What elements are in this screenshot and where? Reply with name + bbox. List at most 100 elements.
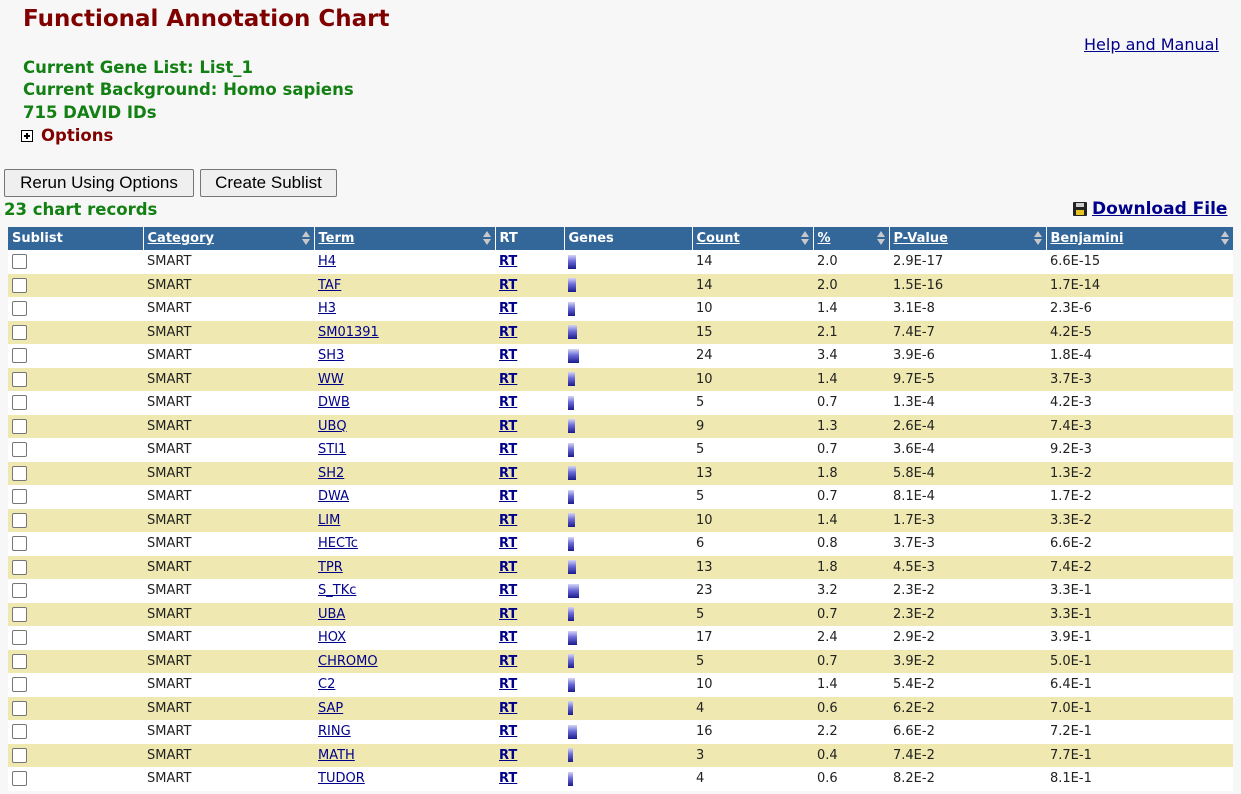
genes-bar-icon[interactable] xyxy=(568,654,574,669)
sort-arrows-icon[interactable] xyxy=(301,231,311,246)
sublist-checkbox[interactable] xyxy=(12,583,27,599)
genes-bar-icon[interactable] xyxy=(568,325,577,340)
rt-link[interactable]: RT xyxy=(499,324,518,340)
term-link[interactable]: H4 xyxy=(318,254,337,270)
genes-bar-icon[interactable] xyxy=(568,748,573,763)
term-link[interactable]: DWB xyxy=(318,395,350,411)
genes-bar-icon[interactable] xyxy=(568,560,576,575)
sublist-checkbox[interactable] xyxy=(12,653,27,669)
sort-arrows-icon[interactable] xyxy=(800,231,810,246)
genes-bar-icon[interactable] xyxy=(568,677,575,692)
term-link[interactable]: TAF xyxy=(318,277,342,293)
rt-link[interactable]: RT xyxy=(499,512,518,528)
header-benjamini[interactable]: Benjamini xyxy=(1045,227,1233,250)
term-link[interactable]: HOX xyxy=(318,630,347,646)
header-count[interactable]: Count xyxy=(691,227,813,250)
term-link[interactable]: MATH xyxy=(318,747,355,763)
rt-link[interactable]: RT xyxy=(499,771,518,787)
genes-bar-icon[interactable] xyxy=(568,701,573,716)
sublist-checkbox[interactable] xyxy=(12,254,27,270)
term-link[interactable]: TUDOR xyxy=(318,771,365,787)
term-link[interactable]: C2 xyxy=(318,677,336,693)
genes-bar-icon[interactable] xyxy=(568,419,575,434)
rt-link[interactable]: RT xyxy=(499,371,518,387)
genes-bar-icon[interactable] xyxy=(568,771,573,786)
sublist-checkbox[interactable] xyxy=(12,442,27,458)
sublist-checkbox[interactable] xyxy=(12,489,27,505)
sublist-checkbox[interactable] xyxy=(12,277,27,293)
rt-link[interactable]: RT xyxy=(499,606,518,622)
term-link[interactable]: S_TKc xyxy=(318,583,357,599)
term-link[interactable]: H3 xyxy=(318,301,337,317)
genes-bar-icon[interactable] xyxy=(568,583,579,598)
download-file-link[interactable]: Download File xyxy=(1073,199,1227,219)
rt-link[interactable]: RT xyxy=(499,747,518,763)
help-manual-link[interactable]: Help and Manual xyxy=(1084,35,1219,54)
term-link[interactable]: UBQ xyxy=(318,418,347,434)
sublist-checkbox[interactable] xyxy=(12,677,27,693)
sublist-checkbox[interactable] xyxy=(12,559,27,575)
term-link[interactable]: SH2 xyxy=(318,465,345,481)
rt-link[interactable]: RT xyxy=(499,700,518,716)
genes-bar-icon[interactable] xyxy=(568,372,575,387)
sublist-checkbox[interactable] xyxy=(12,395,27,411)
rt-link[interactable]: RT xyxy=(499,277,518,293)
rt-link[interactable]: RT xyxy=(499,301,518,317)
rt-link[interactable]: RT xyxy=(499,559,518,575)
header-category[interactable]: Category xyxy=(142,227,314,250)
genes-bar-icon[interactable] xyxy=(568,466,576,481)
sublist-checkbox[interactable] xyxy=(12,630,27,646)
rt-link[interactable]: RT xyxy=(499,677,518,693)
sublist-checkbox[interactable] xyxy=(12,747,27,763)
genes-bar-icon[interactable] xyxy=(568,442,574,457)
genes-bar-icon[interactable] xyxy=(568,278,576,293)
sublist-checkbox[interactable] xyxy=(12,301,27,317)
genes-bar-icon[interactable] xyxy=(568,395,574,410)
header-term[interactable]: Term xyxy=(313,227,495,250)
rerun-options-button[interactable]: Rerun Using Options xyxy=(4,169,194,197)
header-pvalue[interactable]: P-Value xyxy=(888,227,1046,250)
term-link[interactable]: STI1 xyxy=(318,442,347,458)
sort-arrows-icon[interactable] xyxy=(1033,231,1043,246)
create-sublist-button[interactable]: Create Sublist xyxy=(200,169,337,197)
sort-arrows-icon[interactable] xyxy=(482,231,492,246)
term-link[interactable]: HECTc xyxy=(318,536,358,552)
sublist-checkbox[interactable] xyxy=(12,606,27,622)
term-link[interactable]: TPR xyxy=(318,559,343,575)
options-toggle[interactable]: Options xyxy=(21,126,113,145)
genes-bar-icon[interactable] xyxy=(568,724,577,739)
sublist-checkbox[interactable] xyxy=(12,371,27,387)
rt-link[interactable]: RT xyxy=(499,418,518,434)
genes-bar-icon[interactable] xyxy=(568,536,574,551)
term-link[interactable]: SAP xyxy=(318,700,344,716)
rt-link[interactable]: RT xyxy=(499,395,518,411)
genes-bar-icon[interactable] xyxy=(568,513,575,528)
rt-link[interactable]: RT xyxy=(499,254,518,270)
term-link[interactable]: UBA xyxy=(318,606,346,622)
genes-bar-icon[interactable] xyxy=(568,301,575,316)
genes-bar-icon[interactable] xyxy=(568,489,574,504)
genes-bar-icon[interactable] xyxy=(568,630,577,645)
term-link[interactable]: LIM xyxy=(318,512,341,528)
genes-bar-icon[interactable] xyxy=(568,348,579,363)
rt-link[interactable]: RT xyxy=(499,465,518,481)
sublist-checkbox[interactable] xyxy=(12,348,27,364)
sublist-checkbox[interactable] xyxy=(12,418,27,434)
rt-link[interactable]: RT xyxy=(499,489,518,505)
sublist-checkbox[interactable] xyxy=(12,536,27,552)
expand-plus-icon[interactable] xyxy=(21,129,33,142)
sublist-checkbox[interactable] xyxy=(12,724,27,740)
sublist-checkbox[interactable] xyxy=(12,700,27,716)
sublist-checkbox[interactable] xyxy=(12,465,27,481)
genes-bar-icon[interactable] xyxy=(568,607,574,622)
rt-link[interactable]: RT xyxy=(499,442,518,458)
rt-link[interactable]: RT xyxy=(499,536,518,552)
genes-bar-icon[interactable] xyxy=(568,254,576,269)
term-link[interactable]: RING xyxy=(318,724,351,740)
term-link[interactable]: CHROMO xyxy=(318,653,378,669)
rt-link[interactable]: RT xyxy=(499,630,518,646)
rt-link[interactable]: RT xyxy=(499,724,518,740)
term-link[interactable]: SM01391 xyxy=(318,324,379,340)
term-link[interactable]: SH3 xyxy=(318,348,345,364)
sublist-checkbox[interactable] xyxy=(12,771,27,787)
